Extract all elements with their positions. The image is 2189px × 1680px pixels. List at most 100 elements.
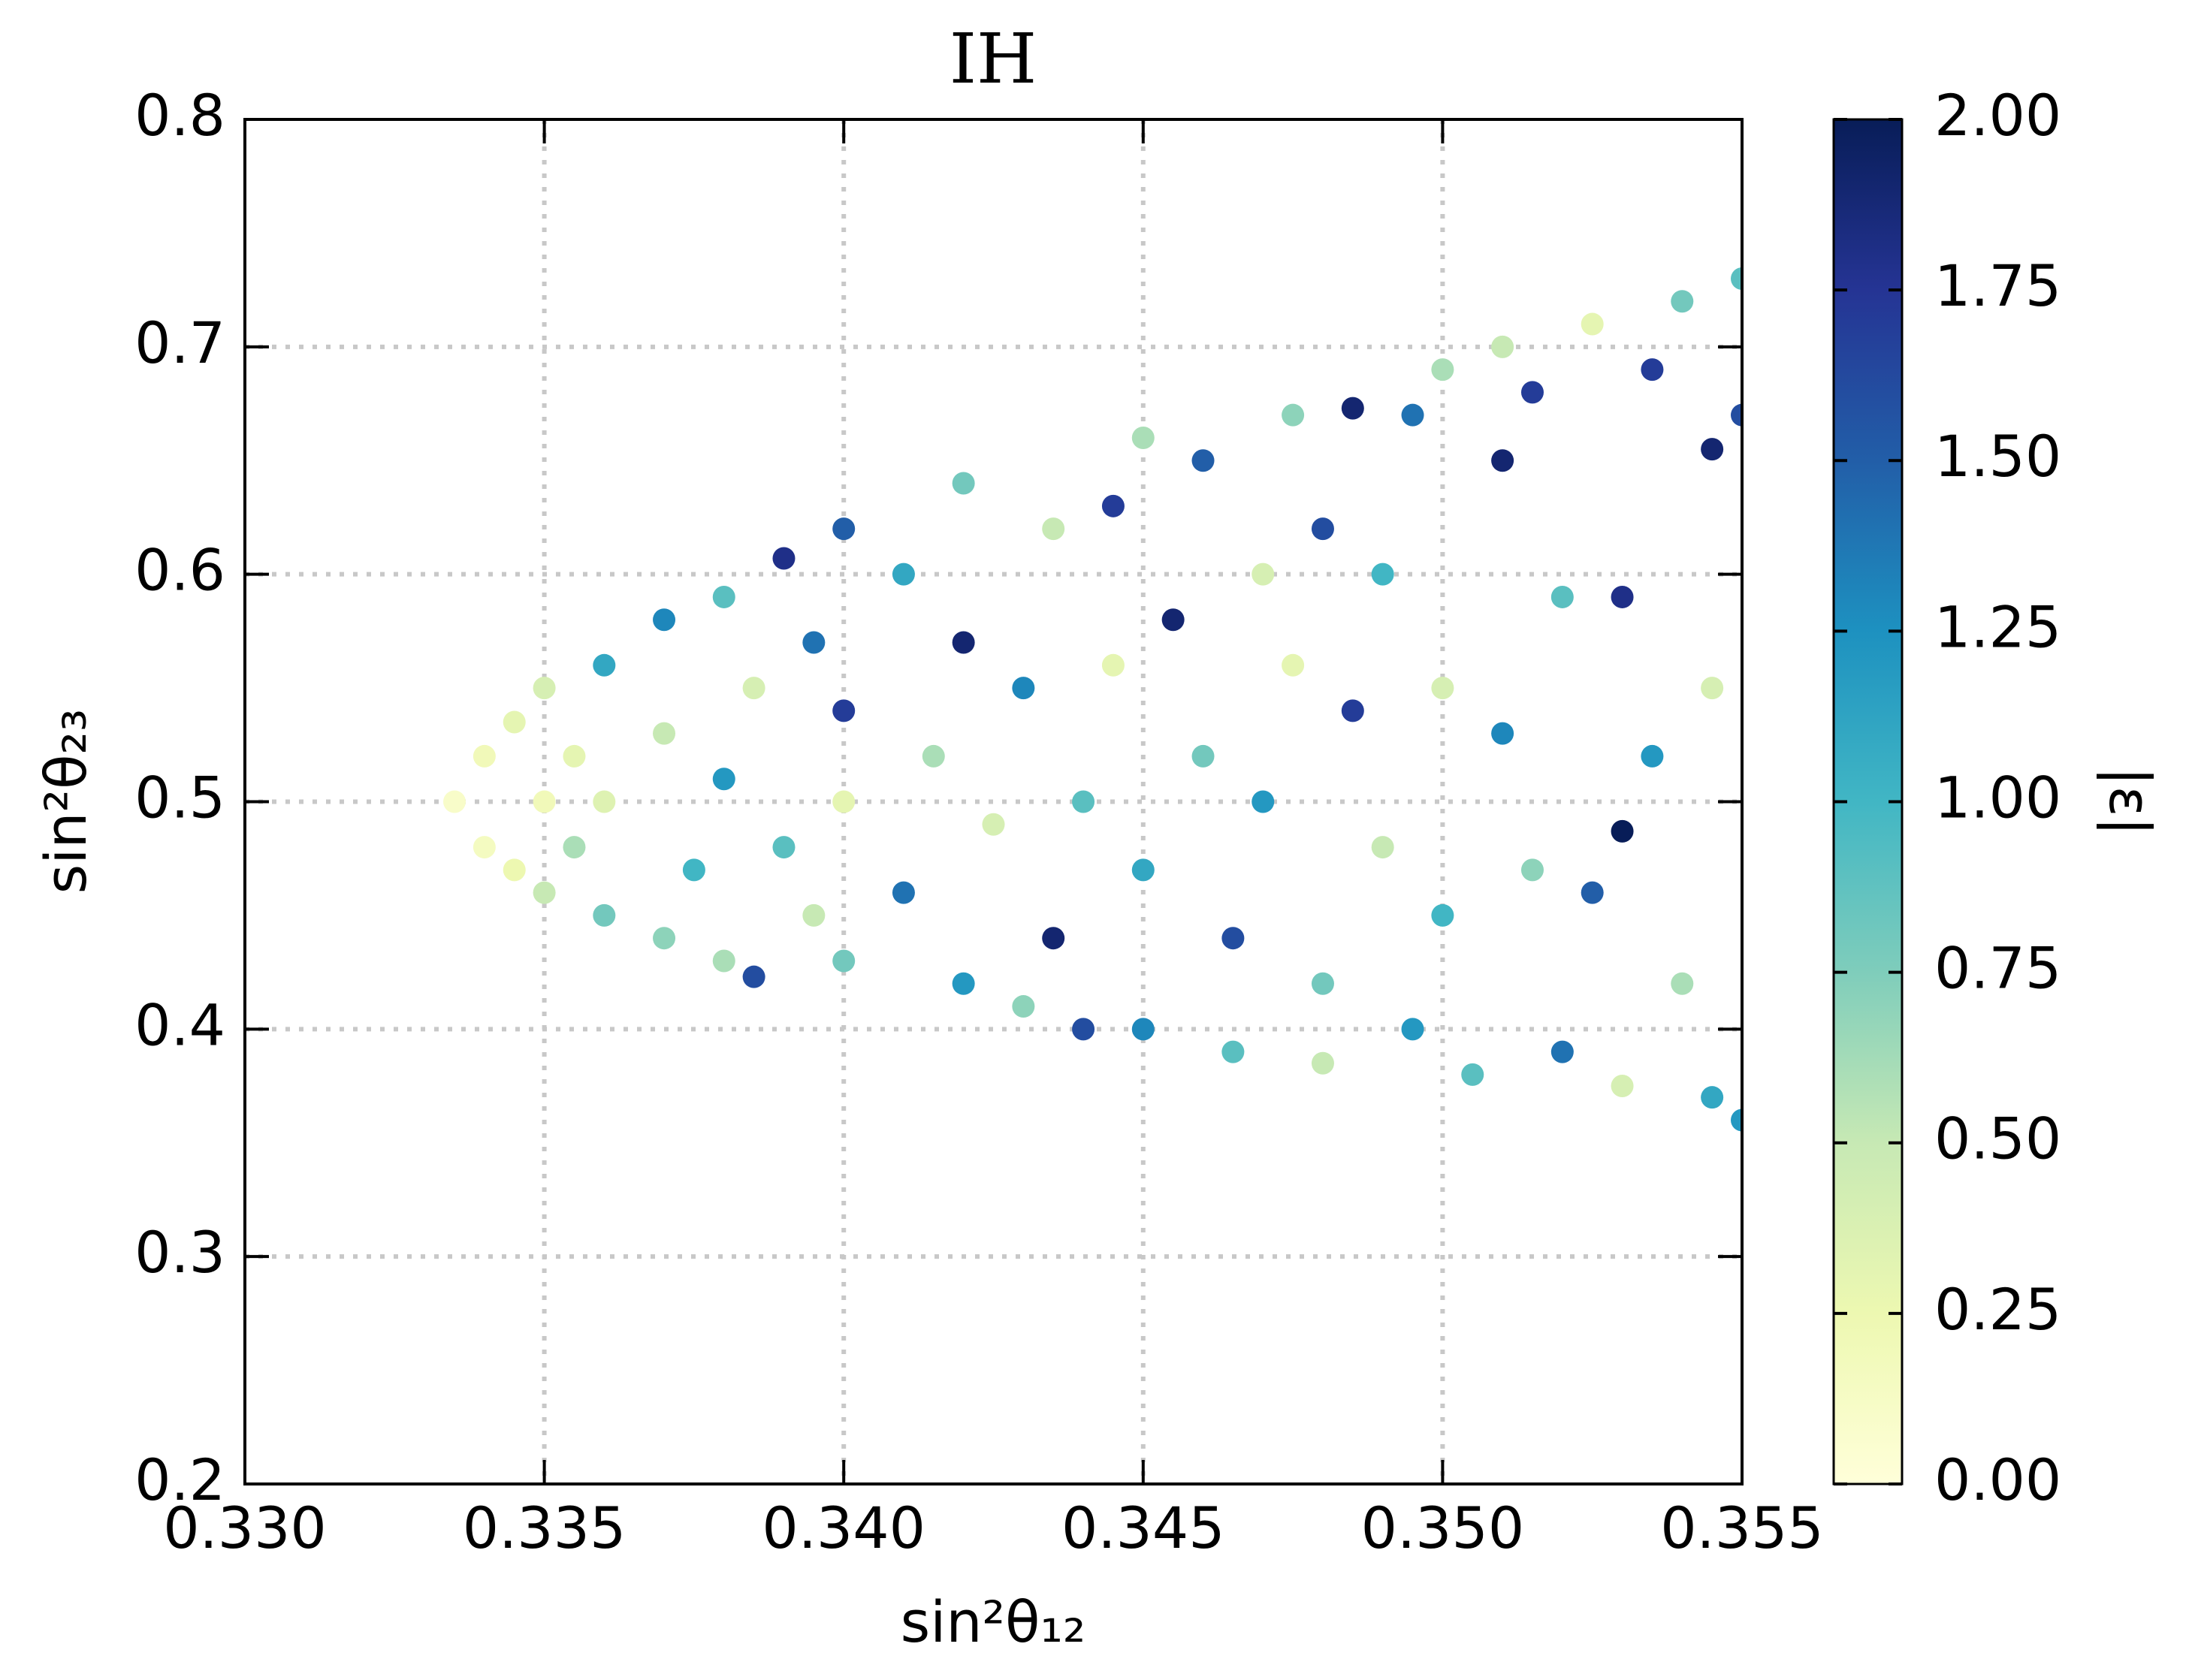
scatter-point <box>1520 381 1544 404</box>
scatter-point <box>1581 881 1604 904</box>
colorbar-tick-label: 1.75 <box>1934 252 2061 319</box>
scatter-point <box>772 836 796 859</box>
scatter-point <box>1701 677 1724 700</box>
colorbar-tick-label: 0.50 <box>1934 1105 2061 1172</box>
scatter-point <box>1701 438 1724 461</box>
scatter-point <box>1221 1040 1245 1063</box>
scatter-point <box>832 790 856 813</box>
scatter-point <box>653 927 676 950</box>
colorbar-tick-label: 0.25 <box>1934 1276 2061 1343</box>
x-tick-label: 0.330 <box>163 1495 327 1561</box>
scatter-point <box>1491 335 1514 358</box>
scatter-point <box>1611 819 1634 843</box>
y-axis-label: sin²θ₂₃ <box>32 709 99 894</box>
colorbar-tick-label: 2.00 <box>1934 82 2061 149</box>
scatter-point <box>1611 585 1634 608</box>
scatter-point <box>892 881 915 904</box>
scatter-point <box>1012 995 1035 1018</box>
scatter-point <box>1431 677 1454 700</box>
scatter-point <box>712 585 735 608</box>
scatter-point <box>1461 1063 1484 1086</box>
scatter-point <box>1731 267 1742 290</box>
y-tick-label: 0.4 <box>134 991 225 1058</box>
scatter-point <box>1341 397 1364 420</box>
points <box>443 267 1742 1132</box>
scatter-point <box>1431 903 1454 927</box>
scatter-point <box>1131 858 1155 882</box>
scatter-point <box>1131 426 1155 449</box>
y-tick-label: 0.3 <box>134 1219 225 1286</box>
colorbar-label: |ε| <box>2096 767 2163 836</box>
scatter-point <box>1161 608 1185 632</box>
scatter-point <box>1191 744 1215 768</box>
scatter-point <box>653 608 676 632</box>
scatter-point <box>742 965 765 988</box>
scatter-point <box>1311 972 1334 995</box>
chart-title: IH <box>950 19 1037 99</box>
x-tick-label: 0.335 <box>463 1495 627 1561</box>
scatter-point <box>1252 563 1275 586</box>
scatter-point <box>682 858 705 882</box>
scatter-point <box>832 699 856 722</box>
y-tick-label: 0.7 <box>134 309 225 376</box>
scatter-point <box>952 972 975 995</box>
scatter-point <box>1341 699 1364 722</box>
scatter-point <box>802 631 826 654</box>
scatter-point <box>1550 1040 1574 1063</box>
scatter-point <box>1072 1018 1095 1041</box>
scatter-point <box>1101 494 1125 517</box>
x-tick-label: 0.345 <box>1061 1495 1225 1561</box>
scatter-point <box>742 677 765 700</box>
scatter-point <box>952 472 975 495</box>
scatter-point <box>1401 403 1424 427</box>
scatter-point <box>832 517 856 541</box>
scatter-point <box>1371 563 1394 586</box>
scatter-point <box>1311 1051 1334 1075</box>
scatter-point <box>443 790 466 813</box>
scatter-point <box>712 768 735 791</box>
scatter-point <box>503 858 526 882</box>
scatter-point <box>563 836 586 859</box>
scatter-point <box>1191 449 1215 472</box>
scatter-point <box>473 744 496 768</box>
scatter-point <box>952 631 975 654</box>
scatter-point <box>1282 403 1305 427</box>
scatter-point <box>1671 972 1694 995</box>
scatter-point <box>1311 517 1334 541</box>
scatter-point <box>1701 1086 1724 1109</box>
y-tick-label: 0.6 <box>134 537 225 604</box>
x-tick-label: 0.355 <box>1660 1495 1824 1561</box>
scatter-point <box>593 903 616 927</box>
scatter-point <box>1491 722 1514 745</box>
colorbar-tick-label: 1.50 <box>1934 423 2061 490</box>
y-tick-label: 0.2 <box>134 1446 225 1513</box>
scatter-point <box>1131 1018 1155 1041</box>
scatter-point <box>982 813 1005 836</box>
scatter-point <box>832 949 856 973</box>
colorbar-tick-label: 0.00 <box>1934 1446 2061 1513</box>
scatter-point <box>1731 1108 1742 1132</box>
scatter-point <box>503 710 526 734</box>
scatter-point <box>1101 653 1125 677</box>
colorbar-tick-label: 1.25 <box>1934 593 2061 660</box>
scatter-point <box>1491 449 1514 472</box>
scatter-point <box>1042 927 1065 950</box>
scatter-point <box>1611 1075 1634 1098</box>
scatter-point <box>802 903 826 927</box>
y-tick-label: 0.5 <box>134 764 225 831</box>
scatter-point <box>1221 927 1245 950</box>
scatter-point <box>1671 290 1694 313</box>
scatter-point <box>922 744 945 768</box>
scatter-point <box>1641 744 1664 768</box>
x-tick-label: 0.340 <box>762 1495 925 1561</box>
scatter-point <box>1641 358 1664 382</box>
scatter-point <box>1282 653 1305 677</box>
scatter-point <box>1581 312 1604 336</box>
y-tick-label: 0.8 <box>134 82 225 149</box>
scatter-point <box>473 836 496 859</box>
scatter-point <box>593 790 616 813</box>
scatter-point <box>1731 403 1742 427</box>
x-tick-label: 0.350 <box>1361 1495 1525 1561</box>
scatter-point <box>1431 358 1454 382</box>
